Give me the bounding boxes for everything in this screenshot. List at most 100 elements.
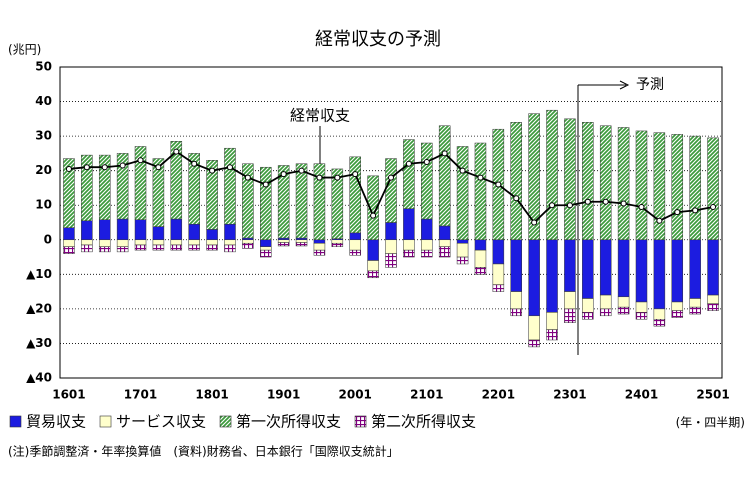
- bar-segment: [438, 125, 451, 227]
- line-marker: [119, 162, 126, 169]
- y-tick-label: 10: [35, 198, 52, 212]
- bar-segment: [349, 239, 361, 251]
- bar-segment: [456, 239, 469, 244]
- bar-segment: [689, 298, 701, 308]
- bar-segment: [81, 239, 93, 246]
- footnote: (注)季節調整済・年率換算値 (資料)財務省、日本銀行「国際収支統計」: [8, 444, 399, 459]
- x-tick-label: 2101: [410, 388, 443, 402]
- bar-segment: [403, 239, 415, 251]
- x-tick-label: 1701: [124, 388, 157, 402]
- bar-segment: [474, 142, 487, 241]
- bar-segment: [707, 294, 719, 304]
- bar-segment: [510, 308, 522, 317]
- line-marker: [352, 171, 359, 178]
- bar-segment: [188, 244, 200, 251]
- bar-segment: [456, 146, 469, 241]
- annotation: 予測: [636, 77, 664, 93]
- line-marker: [262, 181, 269, 188]
- bar-segment: [63, 227, 75, 241]
- forecast-arrowhead: [619, 80, 630, 90]
- bar-segment: [331, 242, 344, 247]
- bar-segment: [81, 154, 93, 222]
- bar-segment: [599, 294, 612, 310]
- x-tick-label: 1601: [52, 388, 85, 402]
- bar-segment: [689, 239, 701, 299]
- x-tick-label: 1801: [195, 388, 228, 402]
- bar-segment: [653, 319, 666, 327]
- bar-segment: [224, 147, 236, 225]
- legend-label: 貿易収支: [26, 413, 86, 431]
- bar-segment: [474, 239, 487, 251]
- bar-segment: [564, 291, 576, 310]
- bar-segment: [242, 242, 254, 249]
- bar-segment: [116, 239, 129, 247]
- bar-segment: [438, 239, 451, 247]
- bar-segment: [689, 135, 701, 241]
- y-unit: (兆円): [8, 43, 41, 57]
- bar-segment: [313, 249, 326, 256]
- bar-segment: [492, 263, 505, 285]
- bar-segment: [456, 242, 469, 258]
- bar-segment: [152, 239, 165, 246]
- legend-swatch: [219, 415, 232, 428]
- bar-segment: [188, 239, 200, 246]
- bar-segment: [170, 244, 183, 251]
- bar-segment: [599, 308, 612, 317]
- bar-segment: [152, 244, 165, 251]
- bar-segment: [510, 122, 522, 241]
- bar-segment: [63, 239, 75, 247]
- legend-label: 第一次所得収支: [236, 413, 341, 431]
- bar-segment: [152, 158, 165, 227]
- y-tick-label: 40: [35, 94, 52, 108]
- bar-segment: [546, 312, 558, 330]
- bar-segment: [653, 132, 666, 241]
- bar-segment: [689, 306, 701, 315]
- bar-segment: [635, 312, 648, 320]
- line-marker: [191, 160, 198, 167]
- bar-segment: [98, 219, 111, 241]
- bar-segment: [134, 244, 147, 251]
- chart-title: 経常収支の予測: [315, 29, 441, 50]
- bar-segment: [224, 223, 236, 241]
- bar-segment: [564, 308, 576, 323]
- bar-segment: [277, 242, 290, 247]
- bar-segment: [134, 239, 147, 246]
- line-marker: [477, 174, 484, 181]
- bar-segment: [599, 239, 612, 296]
- y-tick-label: 0: [44, 232, 52, 246]
- bar-segment: [313, 239, 326, 244]
- bar-segment: [671, 239, 684, 303]
- bar-segment: [707, 239, 719, 296]
- bar-segment: [242, 239, 254, 244]
- bar-segment: [403, 139, 415, 209]
- bar-segment: [474, 267, 487, 275]
- bar-segment: [456, 256, 469, 265]
- line-marker: [495, 181, 502, 188]
- bar-segment: [367, 270, 379, 279]
- y-tick-label: 50: [35, 60, 52, 74]
- line-marker: [298, 167, 305, 174]
- bar-segment: [224, 239, 236, 246]
- bar-segment: [403, 208, 415, 241]
- bar-segment: [81, 244, 93, 253]
- x-tick-label: 2501: [696, 388, 729, 402]
- bar-segment: [492, 239, 505, 265]
- bar-segment: [438, 225, 451, 241]
- bar-segment: [170, 239, 183, 246]
- bar-segment: [134, 219, 147, 241]
- line-marker: [584, 198, 591, 205]
- bar-segment: [546, 109, 558, 241]
- bar-segment: [528, 239, 540, 317]
- line-marker: [566, 202, 573, 209]
- line-marker: [692, 207, 699, 214]
- bar-segment: [116, 218, 129, 241]
- bar-segment: [98, 154, 111, 220]
- line-marker: [334, 174, 341, 181]
- bar-segment: [188, 153, 200, 225]
- line-marker: [405, 160, 412, 167]
- bar-segment: [421, 218, 433, 241]
- bar-segment: [367, 175, 379, 241]
- x-tick-label: 2001: [339, 388, 372, 402]
- annotation: 経常収支: [290, 107, 350, 125]
- bar-segment: [385, 239, 397, 254]
